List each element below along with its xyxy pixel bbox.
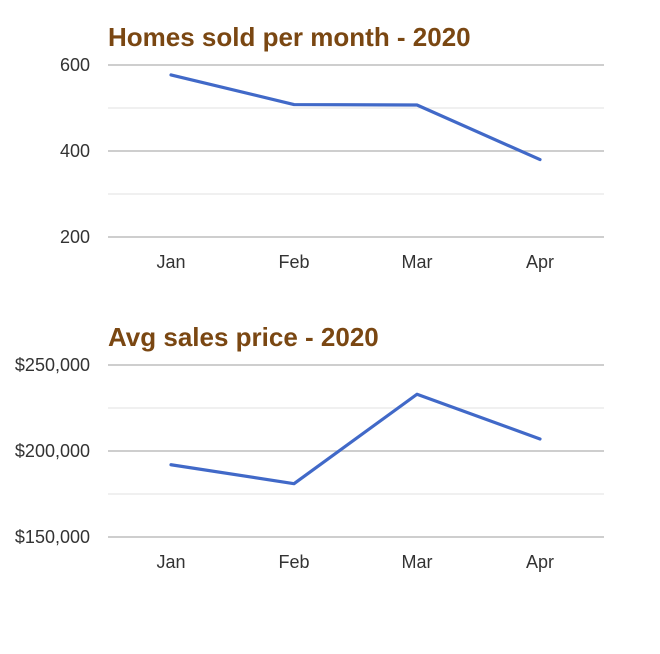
y-tick-label: 400 <box>60 141 90 161</box>
y-tick-label: $200,000 <box>15 441 90 461</box>
x-tick-label: Feb <box>278 552 309 572</box>
y-tick-label: $250,000 <box>15 355 90 375</box>
x-tick-label: Mar <box>402 552 433 572</box>
x-tick-label: Jan <box>156 252 185 272</box>
series-line <box>169 392 542 486</box>
homes-sold-chart: Homes sold per month - 2020 200 400 600 Jan F… <box>60 22 604 272</box>
x-tick-label: Apr <box>526 252 554 272</box>
series-line <box>169 73 542 162</box>
avg-price-chart: Avg sales price - 2020 $150,000 $200,000 $2… <box>15 322 604 572</box>
y-tick-label: 600 <box>60 55 90 75</box>
chart-title: Avg sales price - 2020 <box>108 322 379 352</box>
chart-title: Homes sold per month - 2020 <box>108 22 471 52</box>
x-tick-label: Feb <box>278 252 309 272</box>
x-tick-label: Apr <box>526 552 554 572</box>
x-tick-label: Mar <box>402 252 433 272</box>
x-tick-label: Jan <box>156 552 185 572</box>
y-tick-label: $150,000 <box>15 527 90 547</box>
y-tick-label: 200 <box>60 227 90 247</box>
